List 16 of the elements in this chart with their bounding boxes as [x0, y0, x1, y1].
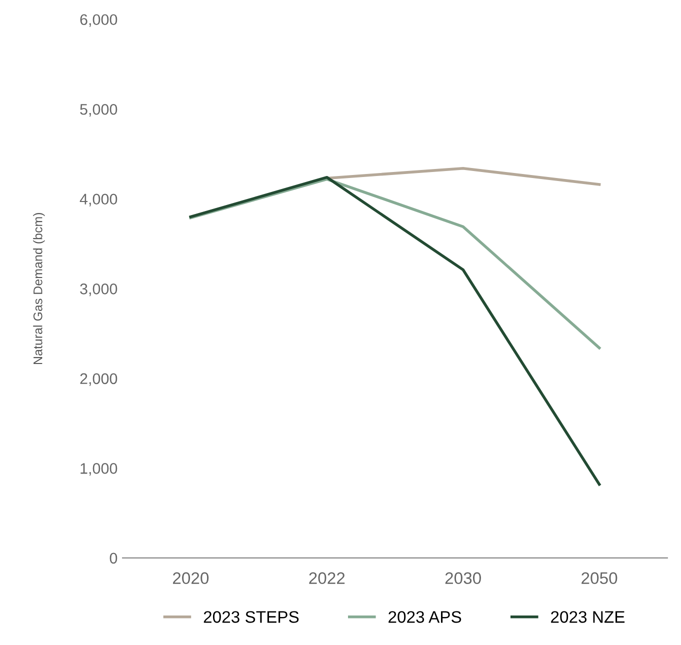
y-tick-label: 5,000 [80, 104, 118, 117]
y-tick-label: 2,000 [80, 373, 118, 386]
y-tick-label: 1,000 [80, 463, 118, 476]
line-series [189, 176, 601, 486]
x-tick-label: 2022 [309, 572, 345, 584]
x-tick-label: 2020 [172, 572, 209, 584]
y-tick-label: 6,000 [80, 14, 118, 27]
y-axis-title: Natural Gas Demand (bcm) [33, 212, 45, 364]
legend-label: 2023 STEPS [204, 611, 299, 623]
legend-label: 2023 APS [388, 611, 462, 623]
y-tick-label: 0 [110, 552, 118, 564]
y-tick-label: 4,000 [80, 194, 118, 206]
x-tick-label: 2050 [582, 572, 618, 584]
legend-label: 2023 NZE [551, 611, 625, 623]
y-tick-label: 3,000 [80, 284, 118, 296]
x-tick-label: 2030 [445, 572, 481, 584]
